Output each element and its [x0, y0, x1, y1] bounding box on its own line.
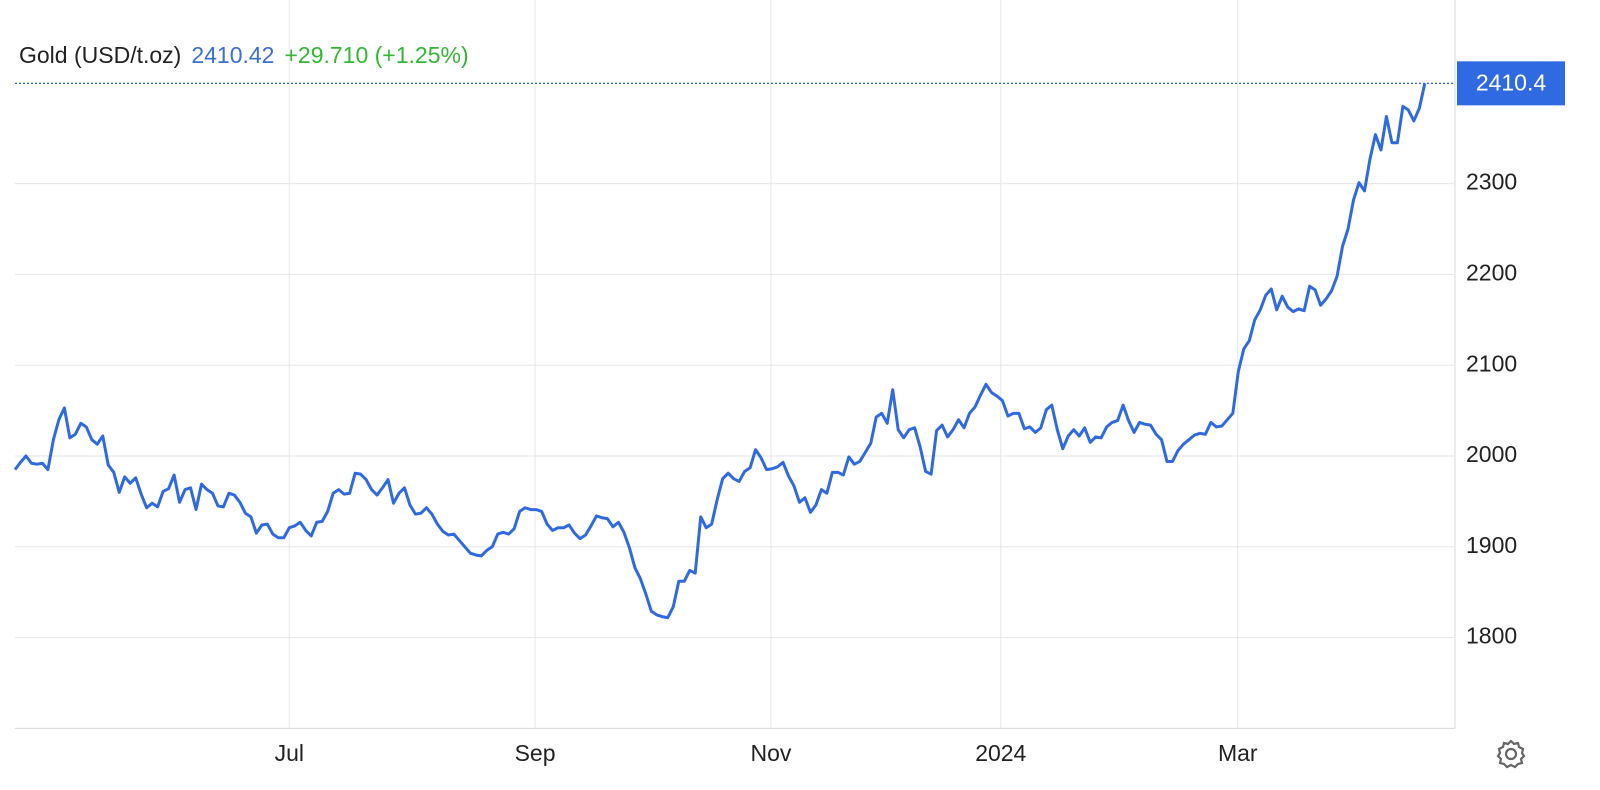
- y-tick-label: 2200: [1466, 259, 1517, 285]
- y-tick-label: 2100: [1466, 350, 1517, 376]
- y-tick-label: 1800: [1466, 623, 1517, 649]
- price: 2410.42: [191, 42, 275, 68]
- x-tick-label: Mar: [1218, 740, 1258, 766]
- x-tick-label: Sep: [515, 740, 556, 766]
- change: +29.710 (+1.25%): [284, 42, 469, 68]
- x-tick-label: 2024: [975, 740, 1026, 766]
- x-tick-label: Nov: [750, 740, 791, 766]
- last-price-label: 2410.4: [1476, 69, 1547, 95]
- y-tick-label: 1900: [1466, 532, 1517, 558]
- last-price-tag: [1457, 61, 1565, 106]
- y-tick-label: 2000: [1466, 441, 1517, 467]
- settings-icon[interactable]: [1496, 739, 1526, 769]
- y-tick-label: 2300: [1466, 169, 1517, 195]
- x-tick-label: Jul: [275, 740, 304, 766]
- header: Gold (USD/t.oz) 2410.42 +29.710 (+1.25%): [19, 42, 479, 69]
- price-line: [13, 83, 1427, 620]
- instrument-name: Gold (USD/t.oz): [19, 42, 182, 68]
